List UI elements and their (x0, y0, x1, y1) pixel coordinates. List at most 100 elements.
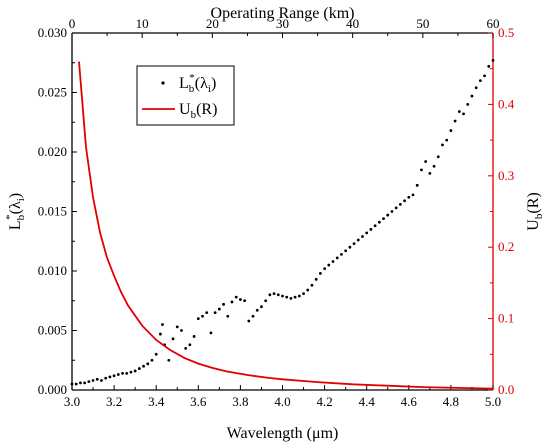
right-tick-label: 0.1 (498, 311, 514, 326)
top-tick-label: 60 (487, 16, 500, 31)
data-point (116, 373, 120, 376)
data-point (137, 367, 141, 370)
data-point (188, 343, 192, 347)
data-point (432, 164, 436, 168)
top-tick-label: 40 (346, 16, 359, 31)
data-point (255, 308, 259, 312)
data-point (276, 293, 280, 297)
data-point (154, 352, 158, 356)
legend-label-ub: Ub(R) (179, 101, 217, 121)
data-point (213, 311, 217, 315)
data-point (289, 296, 293, 300)
data-point (487, 64, 491, 68)
data-point (142, 364, 145, 368)
data-point (83, 381, 87, 385)
data-point (302, 292, 305, 296)
right-tick-label: 0.0 (498, 382, 514, 397)
data-point (474, 86, 478, 90)
right-tick-label: 0.5 (498, 25, 514, 40)
data-point (74, 382, 78, 386)
data-point (251, 314, 255, 318)
data-point (268, 293, 272, 297)
data-point (230, 300, 234, 304)
data-point (297, 294, 301, 298)
data-point (159, 332, 162, 336)
data-point (310, 283, 314, 287)
data-point (243, 299, 247, 303)
bottom-tick-label: 3.6 (190, 394, 207, 409)
data-point (382, 217, 385, 221)
bottom-tick-label: 3.8 (232, 394, 248, 409)
data-point (91, 379, 95, 382)
top-tick-label: 50 (416, 16, 429, 31)
right-tick-label: 0.4 (498, 96, 515, 111)
x-axis-title: Wavelength (μm) (227, 425, 339, 442)
y-axis-left-title: Lb*(λi) (4, 193, 27, 230)
data-point (478, 79, 482, 82)
data-point (365, 231, 369, 235)
data-point (260, 305, 263, 309)
left-tick-label: 0.010 (38, 263, 67, 278)
data-point (340, 252, 343, 256)
data-point (239, 298, 242, 301)
data-point (398, 202, 402, 206)
data-point (112, 374, 116, 378)
bottom-tick-label: 4.4 (359, 394, 376, 409)
data-point (348, 245, 352, 249)
data-point (196, 317, 200, 320)
data-point (281, 294, 284, 298)
data-point (108, 375, 112, 379)
data-point (247, 319, 251, 323)
data-point (293, 295, 297, 299)
legend-marker-dots (161, 81, 165, 85)
data-point (146, 362, 150, 366)
data-point (201, 314, 204, 318)
data-point (100, 379, 103, 382)
data-point (394, 206, 398, 210)
series-line-ub (78, 61, 494, 390)
left-tick-label: 0.015 (38, 204, 67, 219)
bottom-tick-label: 4.2 (316, 394, 332, 409)
bottom-tick-label: 4.8 (443, 394, 459, 409)
data-point (222, 302, 225, 306)
right-tick-label: 0.2 (498, 239, 514, 254)
data-point (420, 168, 423, 172)
data-point (264, 299, 268, 303)
legend-label-lb: Lb*(λi) (179, 72, 216, 95)
data-point (428, 172, 432, 175)
right-tick-label: 0.3 (498, 168, 514, 183)
data-point (318, 271, 322, 275)
data-point (449, 129, 453, 132)
data-point (327, 263, 331, 267)
data-point (453, 119, 457, 123)
top-tick-label: 0 (69, 16, 76, 31)
data-point (424, 160, 428, 163)
data-point (441, 143, 444, 147)
data-point (457, 110, 461, 113)
data-point (491, 58, 495, 62)
left-tick-label: 0.020 (38, 144, 67, 159)
top-tick-label: 20 (206, 16, 219, 31)
left-tick-label: 0.000 (38, 382, 67, 397)
bottom-tick-label: 4.6 (401, 394, 418, 409)
data-point (167, 358, 171, 362)
data-point (129, 370, 133, 374)
data-point (411, 193, 415, 197)
data-point (175, 325, 179, 329)
top-tick-label: 10 (136, 16, 149, 31)
data-point (344, 249, 348, 253)
data-point (234, 295, 238, 299)
data-point (104, 376, 108, 380)
data-point (150, 358, 154, 362)
data-point (125, 371, 129, 375)
data-point (415, 183, 419, 187)
data-point (331, 260, 335, 263)
data-point (226, 314, 230, 318)
data-point (483, 74, 486, 78)
data-point (445, 138, 449, 142)
data-point (352, 242, 356, 246)
data-point (121, 371, 124, 375)
data-point (161, 323, 164, 326)
data-point (209, 331, 213, 335)
data-point (180, 329, 183, 332)
